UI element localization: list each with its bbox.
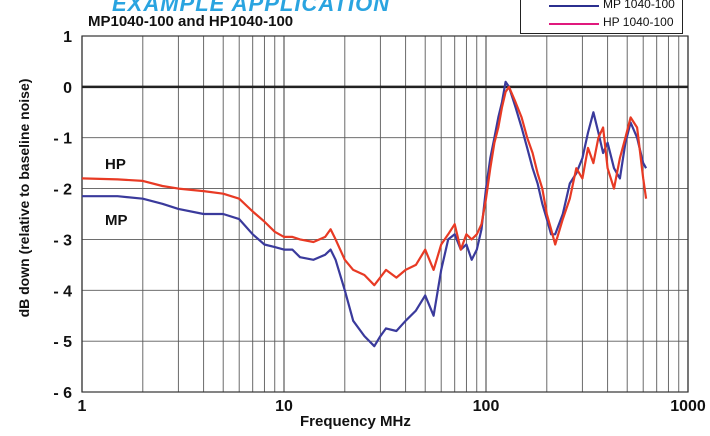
legend-label-mp: MP 1040-100 [603, 0, 675, 11]
y-tick-label: - 2 [53, 182, 72, 199]
y-axis-label: dB down (relative to baseline noise) [16, 78, 32, 318]
y-tick-label: - 1 [53, 131, 72, 148]
series-annotation-mp: MP [105, 212, 128, 229]
legend-entry-mp: MP 1040-100 [521, 0, 684, 13]
series-line-mp [82, 80, 648, 348]
y-tick-label: - 4 [53, 283, 72, 300]
y-tick-label: - 3 [53, 232, 72, 249]
chart-subtitle: MP1040-100 and HP1040-100 [88, 13, 294, 30]
legend-swatch-mp [549, 5, 599, 7]
y-tick-label: 0 [63, 80, 72, 97]
y-tick-label: - 6 [53, 385, 72, 402]
x-tick-label: 1000 [670, 398, 706, 415]
series-layer [81, 80, 648, 348]
x-tick-label: 10 [275, 398, 293, 415]
legend-entry-hp: HP 1040-100 [521, 15, 684, 31]
y-tick-label: - 5 [53, 334, 72, 351]
x-axis-label: Frequency MHz [300, 413, 411, 430]
y-tick-label: 1 [63, 29, 72, 46]
grid-layer [81, 35, 689, 393]
series-annotation-hp: HP [105, 156, 126, 173]
annotation-layer: HP MP [105, 156, 128, 229]
legend-label-hp: HP 1040-100 [603, 15, 674, 29]
series-line-hp [81, 85, 648, 287]
legend: MP 1040-100 HP 1040-100 [520, 0, 683, 34]
header-title: EXAMPLE APPLICATION [112, 0, 391, 16]
plot-area-border [81, 35, 689, 393]
x-tick-label: 1 [78, 398, 87, 415]
legend-swatch-hp [549, 23, 599, 25]
x-tick-label: 100 [473, 398, 500, 415]
